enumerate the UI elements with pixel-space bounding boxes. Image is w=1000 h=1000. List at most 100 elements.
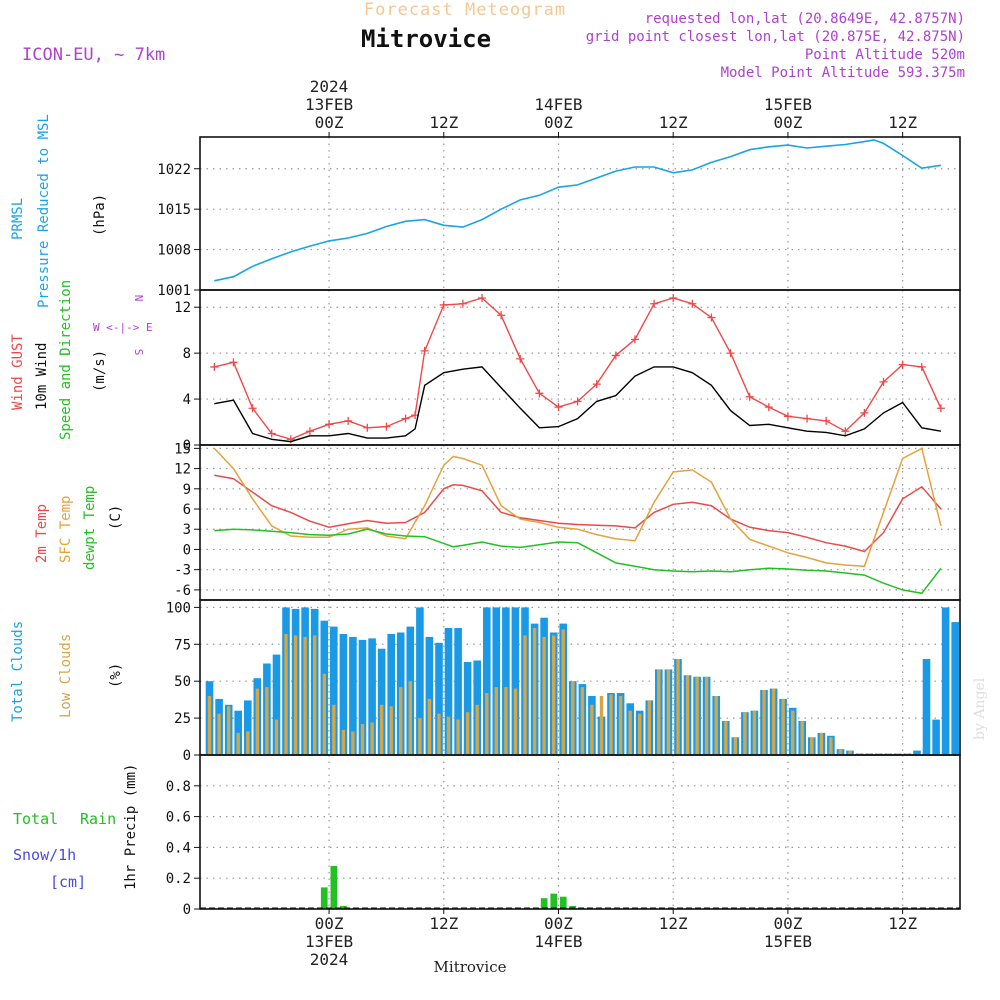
low-cloud-bar [829, 737, 833, 755]
y-tick-label: 0 [183, 542, 191, 558]
low-cloud-bar [485, 693, 489, 755]
app-title: Forecast Meteogram [364, 0, 566, 20]
temp-labels: 2m Temp SFC Temp dewpt Temp (C) [34, 486, 124, 570]
low-cloud-bar [274, 719, 279, 755]
wind-label-gust: Wind GUST [10, 334, 26, 410]
gust-marker [248, 404, 257, 413]
y-tick-label: 1022 [157, 162, 191, 178]
wind-label-speed-direction: Speed and Direction [58, 280, 74, 440]
total-cloud-bar [932, 719, 940, 755]
bottom-time-label: 14FEB [534, 932, 582, 951]
panel-2: -6 -3 0 3 6 9 12 15 [174, 441, 960, 600]
pressure-unit: (hPa) [92, 194, 108, 236]
precip-label-rain: Rain [80, 810, 116, 828]
cloud-unit: (%) [108, 663, 124, 688]
rain-bar [550, 893, 558, 909]
low-cloud-bar [475, 704, 479, 755]
top-time-label: 15FEB [764, 95, 812, 114]
top-time-label: 00Z [773, 113, 802, 132]
gust-marker [439, 300, 448, 309]
low-cloud-bar [379, 704, 384, 755]
rain-bar [540, 898, 548, 909]
gust-marker [554, 403, 563, 412]
low-cloud-bar [399, 687, 403, 755]
low-cloud-bar [571, 681, 575, 755]
precip-label-cm: [cm] [50, 873, 86, 891]
low-cloud-bar [351, 731, 355, 755]
panel-frame [199, 289, 961, 446]
total-cloud-bar [425, 636, 434, 755]
low-cloud-bar [284, 634, 288, 755]
gust-marker [898, 360, 907, 369]
gust-marker [420, 346, 429, 355]
bottom-time-label: 12Z [888, 914, 917, 933]
low-cloud-bar [800, 721, 804, 755]
low-cloud-bar [819, 732, 824, 755]
gust-marker [344, 416, 353, 425]
top-time-label: 12Z [888, 113, 917, 132]
y-tick-label: 4 [183, 392, 191, 408]
total-cloud-bar [511, 607, 520, 755]
low-cloud-bar [743, 712, 747, 755]
chart-panels: 100110081015102204812-6-3036912150255075… [157, 136, 961, 918]
panel-0: 1001 1008 1015 1022 [157, 137, 960, 299]
gust-marker [879, 377, 888, 386]
dewpt-line [214, 528, 942, 595]
temp-label-sfc: SFC Temp [58, 496, 74, 563]
gust-marker [669, 294, 678, 303]
y-tick-label: 12 [174, 300, 191, 316]
bottom-time-label: 15FEB [764, 932, 812, 951]
pressure-label-prmsl: PRMSL [10, 198, 26, 240]
low-cloud-bar [552, 635, 556, 755]
gust-marker [936, 404, 945, 413]
low-cloud-bar [322, 673, 326, 755]
total-cloud-bar [272, 654, 281, 755]
gust-marker [841, 427, 850, 436]
low-cloud-bar [513, 688, 518, 755]
low-cloud-bar [532, 628, 537, 755]
low-cloud-bar [810, 737, 814, 755]
total-cloud-bar [377, 648, 386, 755]
gust-marker [783, 412, 792, 421]
gust-marker [611, 351, 620, 360]
y-tick-label: 0.6 [166, 810, 191, 826]
model-altitude: Model Point Altitude 593.375m [721, 65, 965, 81]
wind-labels: Wind GUST 10m Wind Speed and Direction (… [10, 280, 153, 440]
watermark: by Angel [972, 677, 988, 740]
low-cloud-bar [685, 675, 690, 755]
low-cloud-bar [771, 688, 776, 755]
y-tick-label: -3 [174, 563, 191, 579]
total-cloud-bar [368, 638, 376, 755]
compass-south: S [132, 349, 145, 356]
y-tick-label: -6 [174, 583, 191, 599]
precip-label-total: Total [13, 810, 58, 828]
low-cloud-bar [370, 722, 374, 755]
bottom-time-label: 13FEB [305, 932, 353, 951]
low-cloud-bar [848, 750, 852, 755]
gust-marker [363, 423, 372, 432]
gust-marker [573, 397, 582, 406]
low-cloud-bar [666, 669, 671, 755]
low-cloud-bar [561, 629, 565, 755]
total-cloud-bar [951, 622, 959, 755]
low-cloud-bar [724, 721, 728, 755]
low-cloud-bar [246, 731, 250, 755]
gust-marker [688, 299, 697, 308]
panel-frame [199, 754, 961, 910]
total-cloud-bar [387, 634, 395, 755]
y-tick-label: 0 [183, 438, 191, 454]
low-cloud-bar [341, 729, 346, 755]
rain-bar [559, 896, 567, 909]
gust-line [214, 297, 942, 441]
low-cloud-bar [236, 732, 240, 755]
total-cloud-bar [463, 662, 472, 755]
gust-marker [401, 414, 410, 423]
wind-unit: (m/s) [92, 350, 108, 392]
low-cloud-bar [293, 635, 298, 755]
gust-marker [745, 392, 754, 401]
low-cloud-bar [255, 688, 259, 755]
low-cloud-bar [609, 694, 613, 755]
total-cloud-bar [454, 628, 462, 755]
